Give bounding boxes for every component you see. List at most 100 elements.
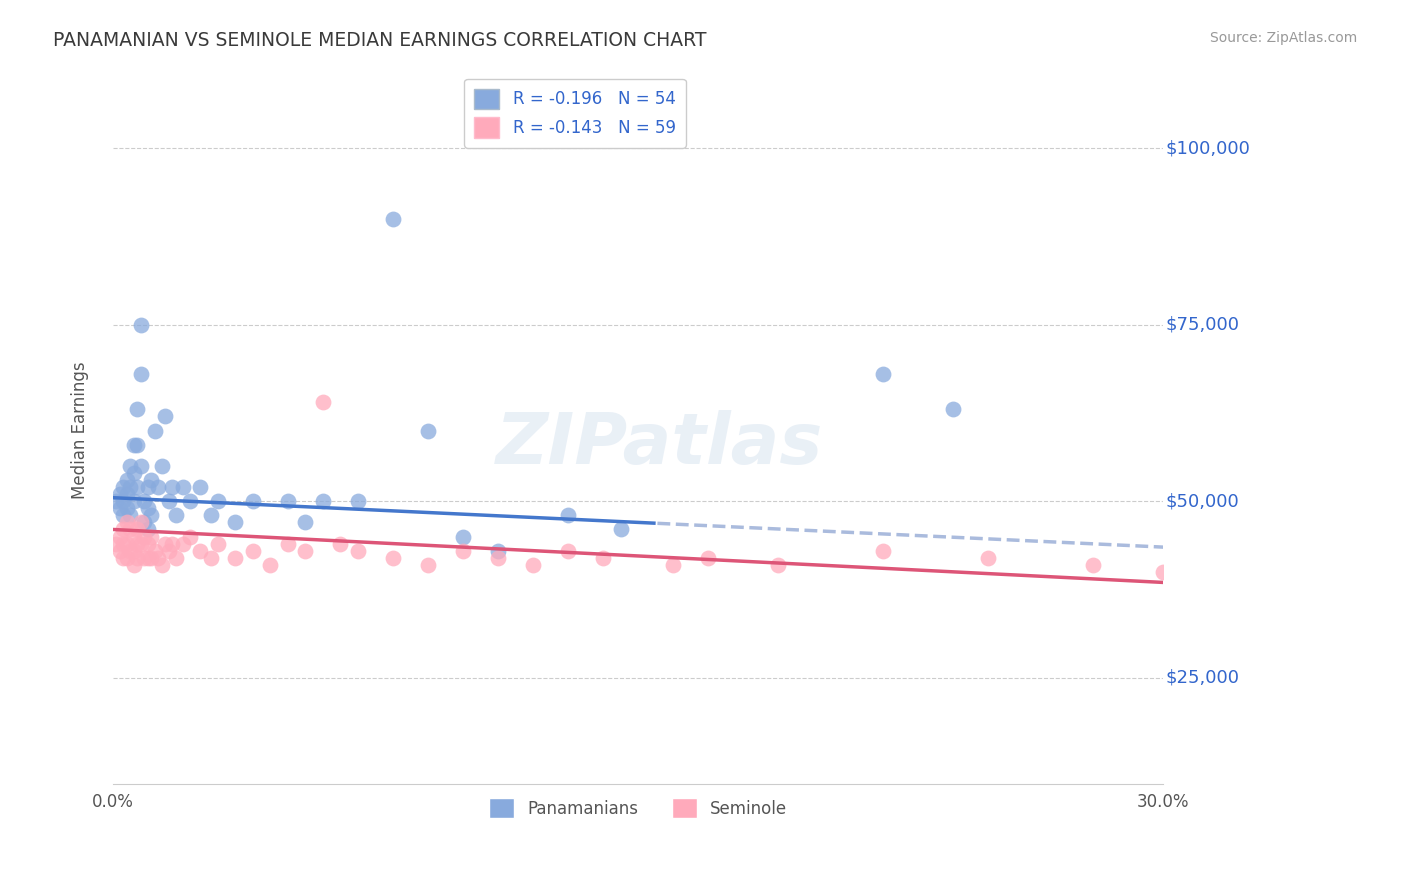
Point bbox=[122, 558, 145, 572]
Point bbox=[134, 516, 156, 530]
Point bbox=[127, 402, 149, 417]
Point bbox=[148, 480, 170, 494]
Point bbox=[179, 494, 201, 508]
Point bbox=[162, 480, 184, 494]
Point bbox=[108, 543, 131, 558]
Point bbox=[522, 558, 544, 572]
Point bbox=[165, 550, 187, 565]
Point bbox=[148, 550, 170, 565]
Point bbox=[165, 508, 187, 523]
Point bbox=[122, 543, 145, 558]
Point bbox=[592, 550, 614, 565]
Point bbox=[277, 494, 299, 508]
Point bbox=[136, 480, 159, 494]
Point bbox=[143, 424, 166, 438]
Point bbox=[129, 536, 152, 550]
Point bbox=[207, 494, 229, 508]
Point bbox=[141, 508, 163, 523]
Point bbox=[259, 558, 281, 572]
Point bbox=[294, 516, 316, 530]
Point bbox=[136, 523, 159, 537]
Point bbox=[120, 458, 142, 473]
Point bbox=[112, 536, 135, 550]
Point bbox=[662, 558, 685, 572]
Point bbox=[200, 508, 222, 523]
Point bbox=[416, 558, 439, 572]
Point bbox=[242, 494, 264, 508]
Point bbox=[108, 487, 131, 501]
Point bbox=[190, 543, 212, 558]
Point bbox=[697, 550, 720, 565]
Point bbox=[112, 494, 135, 508]
Point bbox=[122, 529, 145, 543]
Point bbox=[115, 536, 138, 550]
Point bbox=[129, 516, 152, 530]
Point bbox=[224, 550, 246, 565]
Y-axis label: Median Earnings: Median Earnings bbox=[72, 362, 89, 500]
Point bbox=[127, 536, 149, 550]
Point bbox=[312, 494, 335, 508]
Legend: Panamanians, Seminole: Panamanians, Seminole bbox=[482, 791, 794, 825]
Point bbox=[129, 318, 152, 332]
Point bbox=[486, 550, 509, 565]
Point bbox=[129, 458, 152, 473]
Point bbox=[977, 550, 1000, 565]
Point bbox=[172, 480, 194, 494]
Text: $25,000: $25,000 bbox=[1166, 669, 1240, 687]
Point bbox=[127, 480, 149, 494]
Point bbox=[224, 516, 246, 530]
Point bbox=[242, 543, 264, 558]
Point bbox=[312, 395, 335, 409]
Point bbox=[347, 494, 370, 508]
Point bbox=[382, 550, 405, 565]
Point bbox=[115, 516, 138, 530]
Point bbox=[136, 550, 159, 565]
Point bbox=[179, 529, 201, 543]
Point bbox=[112, 508, 135, 523]
Point bbox=[112, 550, 135, 565]
Text: $75,000: $75,000 bbox=[1166, 316, 1240, 334]
Point bbox=[416, 424, 439, 438]
Point bbox=[127, 438, 149, 452]
Point bbox=[105, 536, 128, 550]
Point bbox=[120, 480, 142, 494]
Point bbox=[277, 536, 299, 550]
Point bbox=[150, 458, 173, 473]
Point bbox=[872, 543, 894, 558]
Point bbox=[766, 558, 789, 572]
Point bbox=[157, 543, 180, 558]
Point bbox=[120, 523, 142, 537]
Point bbox=[120, 508, 142, 523]
Point bbox=[108, 529, 131, 543]
Point bbox=[294, 543, 316, 558]
Point bbox=[108, 501, 131, 516]
Point bbox=[127, 523, 149, 537]
Point bbox=[122, 438, 145, 452]
Point bbox=[120, 543, 142, 558]
Point bbox=[115, 473, 138, 487]
Point bbox=[1152, 565, 1174, 579]
Point bbox=[557, 508, 579, 523]
Point bbox=[141, 529, 163, 543]
Point bbox=[1083, 558, 1105, 572]
Point bbox=[136, 501, 159, 516]
Text: Source: ZipAtlas.com: Source: ZipAtlas.com bbox=[1209, 31, 1357, 45]
Point bbox=[157, 494, 180, 508]
Point bbox=[155, 409, 177, 424]
Text: ZIPatlas: ZIPatlas bbox=[495, 410, 823, 479]
Point bbox=[134, 494, 156, 508]
Point bbox=[105, 494, 128, 508]
Text: PANAMANIAN VS SEMINOLE MEDIAN EARNINGS CORRELATION CHART: PANAMANIAN VS SEMINOLE MEDIAN EARNINGS C… bbox=[53, 31, 707, 50]
Point bbox=[382, 211, 405, 226]
Point bbox=[129, 367, 152, 381]
Point bbox=[557, 543, 579, 558]
Point bbox=[134, 529, 156, 543]
Point bbox=[127, 550, 149, 565]
Point bbox=[115, 550, 138, 565]
Point bbox=[486, 543, 509, 558]
Point bbox=[134, 550, 156, 565]
Point bbox=[115, 501, 138, 516]
Point bbox=[942, 402, 965, 417]
Point bbox=[200, 550, 222, 565]
Point bbox=[115, 487, 138, 501]
